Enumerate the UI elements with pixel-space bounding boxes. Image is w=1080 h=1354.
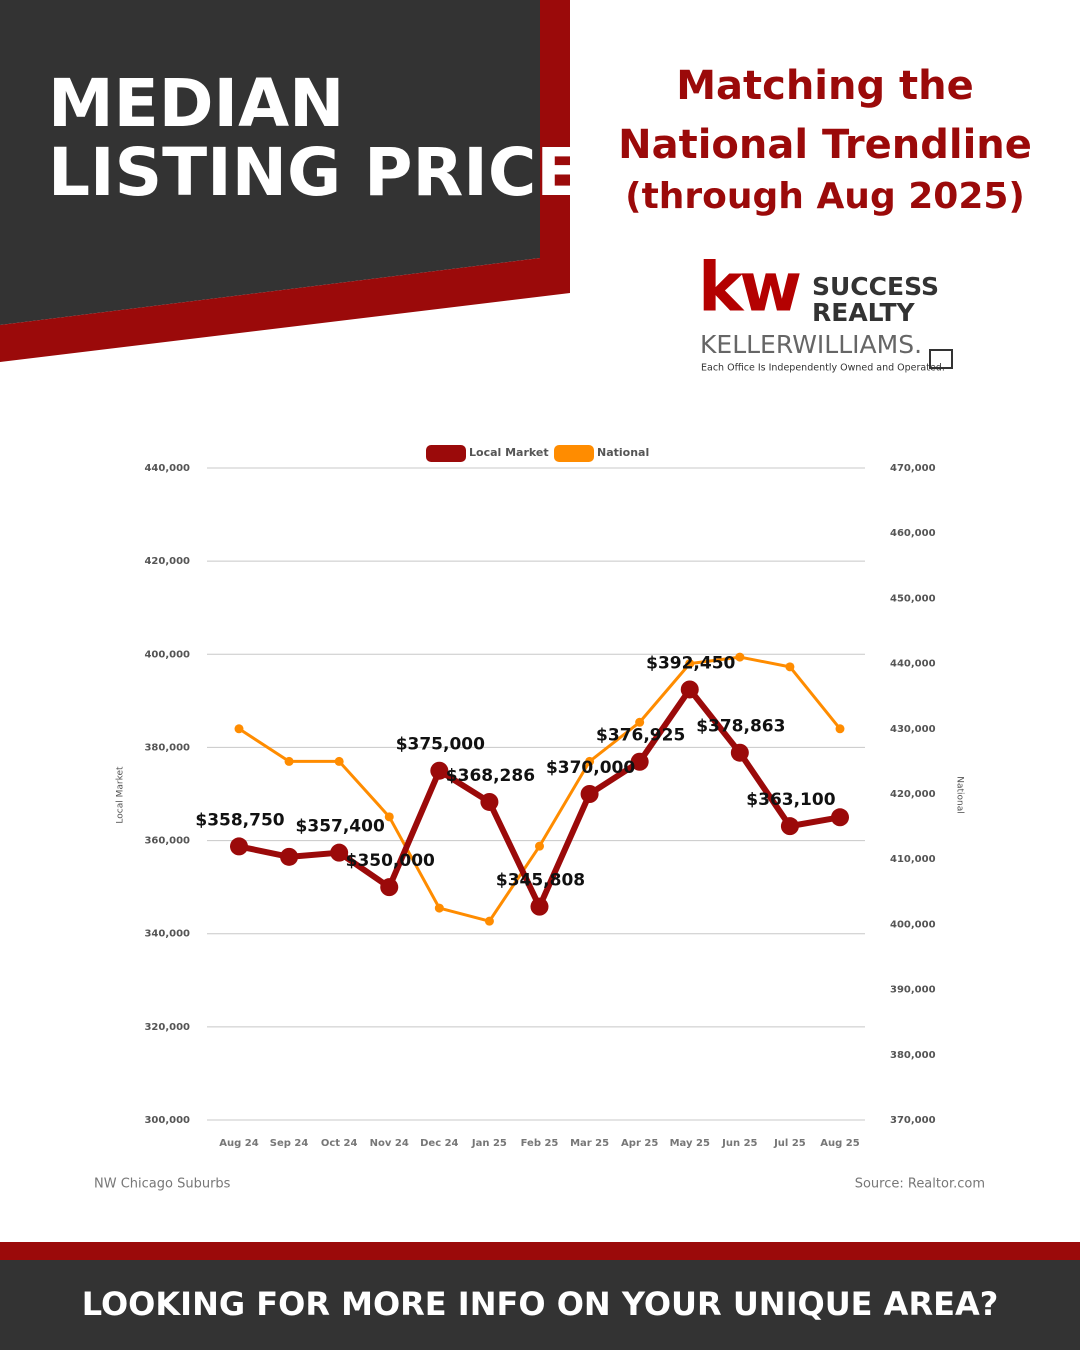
data-label: $376,925 [596, 726, 685, 746]
data-point [234, 724, 244, 734]
logo-mark: kw [698, 249, 800, 328]
data-label: $363,100 [746, 790, 835, 810]
logo-brand: SUCCESS [812, 272, 939, 301]
data-point [334, 756, 344, 766]
data-point [730, 743, 749, 762]
legend-swatch [554, 445, 594, 462]
x-tick-label: Aug 25 [820, 1138, 859, 1149]
data-point [835, 724, 845, 734]
data-point [530, 897, 549, 916]
y2-tick-label: 410,000 [890, 854, 936, 865]
x-tick-label: Jul 25 [773, 1138, 806, 1149]
y-axis-title: Local Market [116, 766, 126, 824]
data-point [380, 878, 399, 897]
data-point [780, 817, 799, 836]
data-point [480, 792, 499, 811]
logo-brand: REALTY [812, 298, 916, 327]
footer-banner: LOOKING FOR MORE INFO ON YOUR UNIQUE ARE… [82, 1285, 999, 1323]
data-point [384, 812, 394, 822]
region-note: NW Chicago Suburbs [94, 1177, 231, 1192]
y2-axis-title: National [955, 776, 965, 814]
subtitle-line: Matching the [676, 63, 974, 109]
subtitle-line: (through Aug 2025) [625, 176, 1025, 217]
x-tick-label: Sep 24 [270, 1138, 309, 1149]
legend-swatch [426, 445, 466, 462]
y2-tick-label: 440,000 [890, 659, 936, 670]
y2-tick-label: 450,000 [890, 593, 936, 604]
data-point [430, 761, 449, 780]
header-panel [0, 0, 540, 325]
data-label: $392,450 [646, 653, 735, 673]
legend-label: Local Market [469, 446, 549, 459]
y-tick-label: 400,000 [144, 649, 190, 660]
data-point [284, 756, 294, 766]
y2-tick-label: 420,000 [890, 789, 936, 800]
data-point [280, 847, 299, 866]
data-point [535, 841, 544, 851]
logo-company: KELLERWILLIAMS. [700, 330, 922, 359]
data-label: $350,000 [346, 851, 435, 871]
y2-tick-label: 380,000 [890, 1050, 936, 1061]
data-point [785, 662, 795, 672]
data-point [630, 752, 649, 771]
equal-housing-icon [929, 349, 953, 369]
data-label: $368,286 [446, 766, 535, 786]
source-note: Source: Realtor.com [855, 1177, 985, 1192]
x-tick-label: Feb 25 [521, 1138, 559, 1149]
data-point [585, 756, 595, 766]
data-point [580, 785, 599, 803]
data-label: $345,808 [496, 871, 585, 891]
subtitle-line: National Trendline [618, 122, 1032, 168]
logo-disclaimer: Each Office Is Independently Owned and O… [701, 363, 945, 374]
x-tick-label: Jan 25 [471, 1138, 507, 1149]
chart: 300,000 320,000 340,000 360,000 380,000 400,0… [116, 445, 965, 1149]
x-tick-label: Apr 25 [621, 1138, 658, 1149]
y-tick-label: 340,000 [144, 929, 190, 940]
y2-tick-label: 390,000 [890, 985, 936, 996]
y-tick-label: 300,000 [144, 1115, 190, 1126]
data-label: $375,000 [396, 735, 485, 755]
x-tick-label: Nov 24 [370, 1138, 409, 1149]
y-tick-label: 420,000 [144, 556, 190, 567]
y-tick-label: 320,000 [144, 1022, 190, 1033]
data-point [230, 837, 248, 856]
y2-tick-label: 400,000 [890, 919, 936, 930]
x-tick-label: Aug 24 [219, 1138, 258, 1149]
data-point [735, 652, 745, 662]
y-tick-label: 380,000 [144, 742, 190, 753]
data-label: $378,863 [696, 717, 785, 737]
header-stripe [0, 0, 570, 362]
footer-panel [0, 1260, 1080, 1350]
x-tick-label: Dec 24 [420, 1138, 458, 1149]
data-label: $358,750 [195, 810, 284, 830]
footer-stripe [0, 1242, 1080, 1260]
data-point [330, 843, 349, 862]
y2-tick-label: 470,000 [890, 463, 936, 474]
y2-tick-label: 370,000 [890, 1115, 936, 1126]
x-tick-label: Jun 25 [721, 1138, 757, 1149]
x-tick-label: May 25 [670, 1138, 710, 1149]
y-tick-label: 440,000 [144, 463, 190, 474]
data-label: $357,400 [296, 817, 385, 837]
legend-label: National [597, 446, 649, 459]
data-point [680, 680, 699, 699]
data-point [635, 717, 645, 727]
data-point [831, 808, 849, 827]
data-point [484, 916, 494, 926]
data-label: $370,000 [546, 758, 635, 778]
title-line: LISTING PRICE [48, 134, 581, 211]
x-tick-label: Oct 24 [321, 1138, 358, 1149]
y2-tick-label: 460,000 [890, 528, 936, 539]
x-tick-label: Mar 25 [570, 1138, 609, 1149]
data-point [434, 903, 444, 913]
y-tick-label: 360,000 [144, 836, 190, 847]
y2-tick-label: 430,000 [890, 724, 936, 735]
title-line: MEDIAN [48, 65, 344, 142]
data-point [685, 659, 695, 669]
